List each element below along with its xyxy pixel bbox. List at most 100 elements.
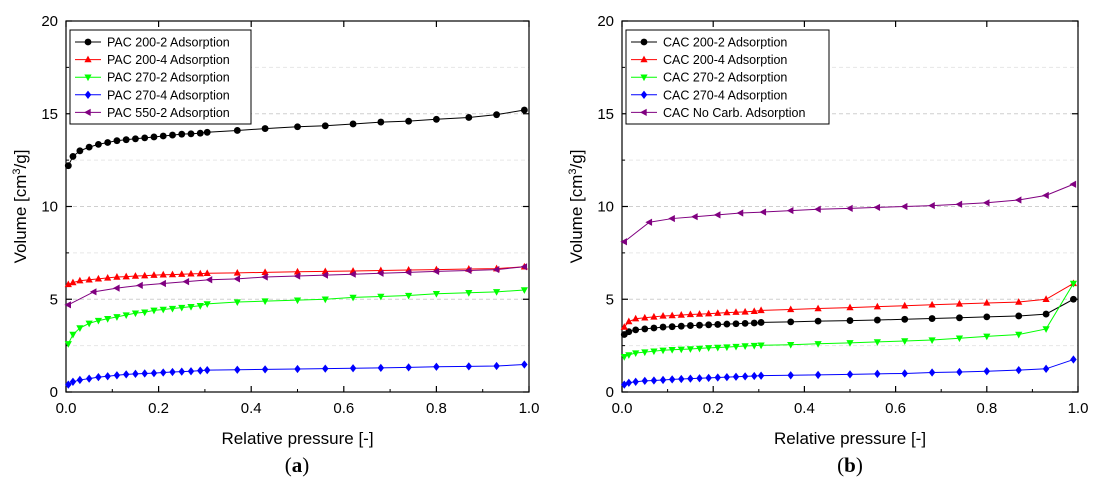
data-point <box>846 340 854 347</box>
data-point <box>723 344 731 352</box>
data-point <box>122 272 130 280</box>
data-point <box>76 147 84 155</box>
data-point <box>901 315 909 323</box>
legend-item: CAC 200-2 Adsorption <box>631 36 787 50</box>
data-point <box>293 297 302 305</box>
data-point <box>901 301 909 309</box>
data-point <box>95 373 102 382</box>
data-point <box>94 317 103 325</box>
legend-label: PAC 200-4 Adsorption <box>107 53 230 67</box>
x-axis-title: Relative pressure [-] <box>774 429 926 448</box>
data-point <box>520 106 528 114</box>
data-point <box>521 360 528 369</box>
data-point <box>187 303 195 311</box>
data-point <box>122 312 130 319</box>
legend-marker <box>84 55 92 63</box>
data-point <box>69 331 77 339</box>
data-point <box>741 307 749 315</box>
data-point <box>713 211 721 219</box>
data-point <box>349 364 357 373</box>
data-point <box>705 345 713 352</box>
data-point <box>650 348 658 356</box>
data-point <box>757 319 765 326</box>
data-point <box>668 347 676 354</box>
legend-item: CAC 270-4 Adsorption <box>631 88 787 102</box>
legend-marker <box>84 90 92 99</box>
data-point <box>632 350 640 358</box>
series-line <box>67 289 525 344</box>
data-point <box>349 294 357 302</box>
data-point <box>168 270 177 278</box>
data-point <box>113 273 121 280</box>
legend: PAC 200-2 Adsorption PAC 200-4 Adsorption… <box>69 29 252 125</box>
data-point <box>1069 180 1077 188</box>
data-point <box>492 265 500 274</box>
data-point <box>233 127 241 134</box>
series-5 <box>620 180 1077 246</box>
data-point <box>928 300 936 308</box>
x-tick-label: 0.8 <box>976 400 997 417</box>
data-point <box>732 308 740 315</box>
data-point <box>659 375 667 385</box>
data-point <box>814 317 822 325</box>
data-point <box>625 352 633 359</box>
data-point <box>432 267 440 276</box>
series-2 <box>64 262 528 288</box>
data-point <box>159 306 167 314</box>
data-point <box>64 280 72 288</box>
data-point <box>714 373 721 382</box>
data-point <box>668 214 675 223</box>
data-point <box>113 314 121 321</box>
data-point <box>104 273 112 281</box>
data-point <box>94 274 103 282</box>
data-point <box>197 366 204 375</box>
data-point <box>632 377 639 386</box>
data-point <box>141 309 149 317</box>
data-point <box>76 276 84 284</box>
data-point <box>141 134 149 142</box>
data-point <box>1070 295 1077 303</box>
data-point <box>261 125 269 133</box>
data-point <box>203 269 211 276</box>
data-point <box>1042 295 1050 302</box>
data-point <box>750 307 758 315</box>
legend-marker <box>84 74 92 82</box>
data-point <box>641 349 649 357</box>
data-point <box>492 289 501 296</box>
data-point <box>178 367 185 376</box>
data-point <box>131 310 140 318</box>
data-point <box>686 310 694 318</box>
data-point <box>233 275 241 283</box>
data-point <box>983 367 991 376</box>
data-point <box>736 209 744 217</box>
data-point <box>377 118 385 126</box>
data-point <box>691 213 698 221</box>
data-point <box>321 296 329 304</box>
data-point <box>625 378 633 387</box>
legend-marker <box>640 55 648 63</box>
data-point <box>159 368 167 377</box>
data-point <box>64 341 72 348</box>
y-tick-label: 10 <box>41 199 58 216</box>
y-tick-label: 5 <box>606 291 614 308</box>
y-axis-title: Volume [cm3/g] <box>567 150 586 264</box>
data-point <box>85 275 93 283</box>
data-point <box>696 374 703 383</box>
data-point <box>294 123 301 131</box>
data-point <box>732 343 740 351</box>
data-point <box>112 284 120 292</box>
data-point <box>705 373 712 383</box>
data-point <box>714 321 722 328</box>
y-axis-title: Volume [cm3/g] <box>11 150 30 264</box>
data-point <box>150 307 158 315</box>
data-point <box>233 299 241 306</box>
data-point <box>1042 191 1049 199</box>
data-point <box>900 202 908 211</box>
data-point <box>750 319 758 327</box>
data-point <box>714 344 722 352</box>
x-axis-title: Relative pressure [-] <box>221 429 373 448</box>
data-point <box>873 339 881 346</box>
data-point <box>69 377 77 386</box>
data-point <box>659 323 667 331</box>
legend-item: CAC 200-4 Adsorption <box>631 53 787 67</box>
